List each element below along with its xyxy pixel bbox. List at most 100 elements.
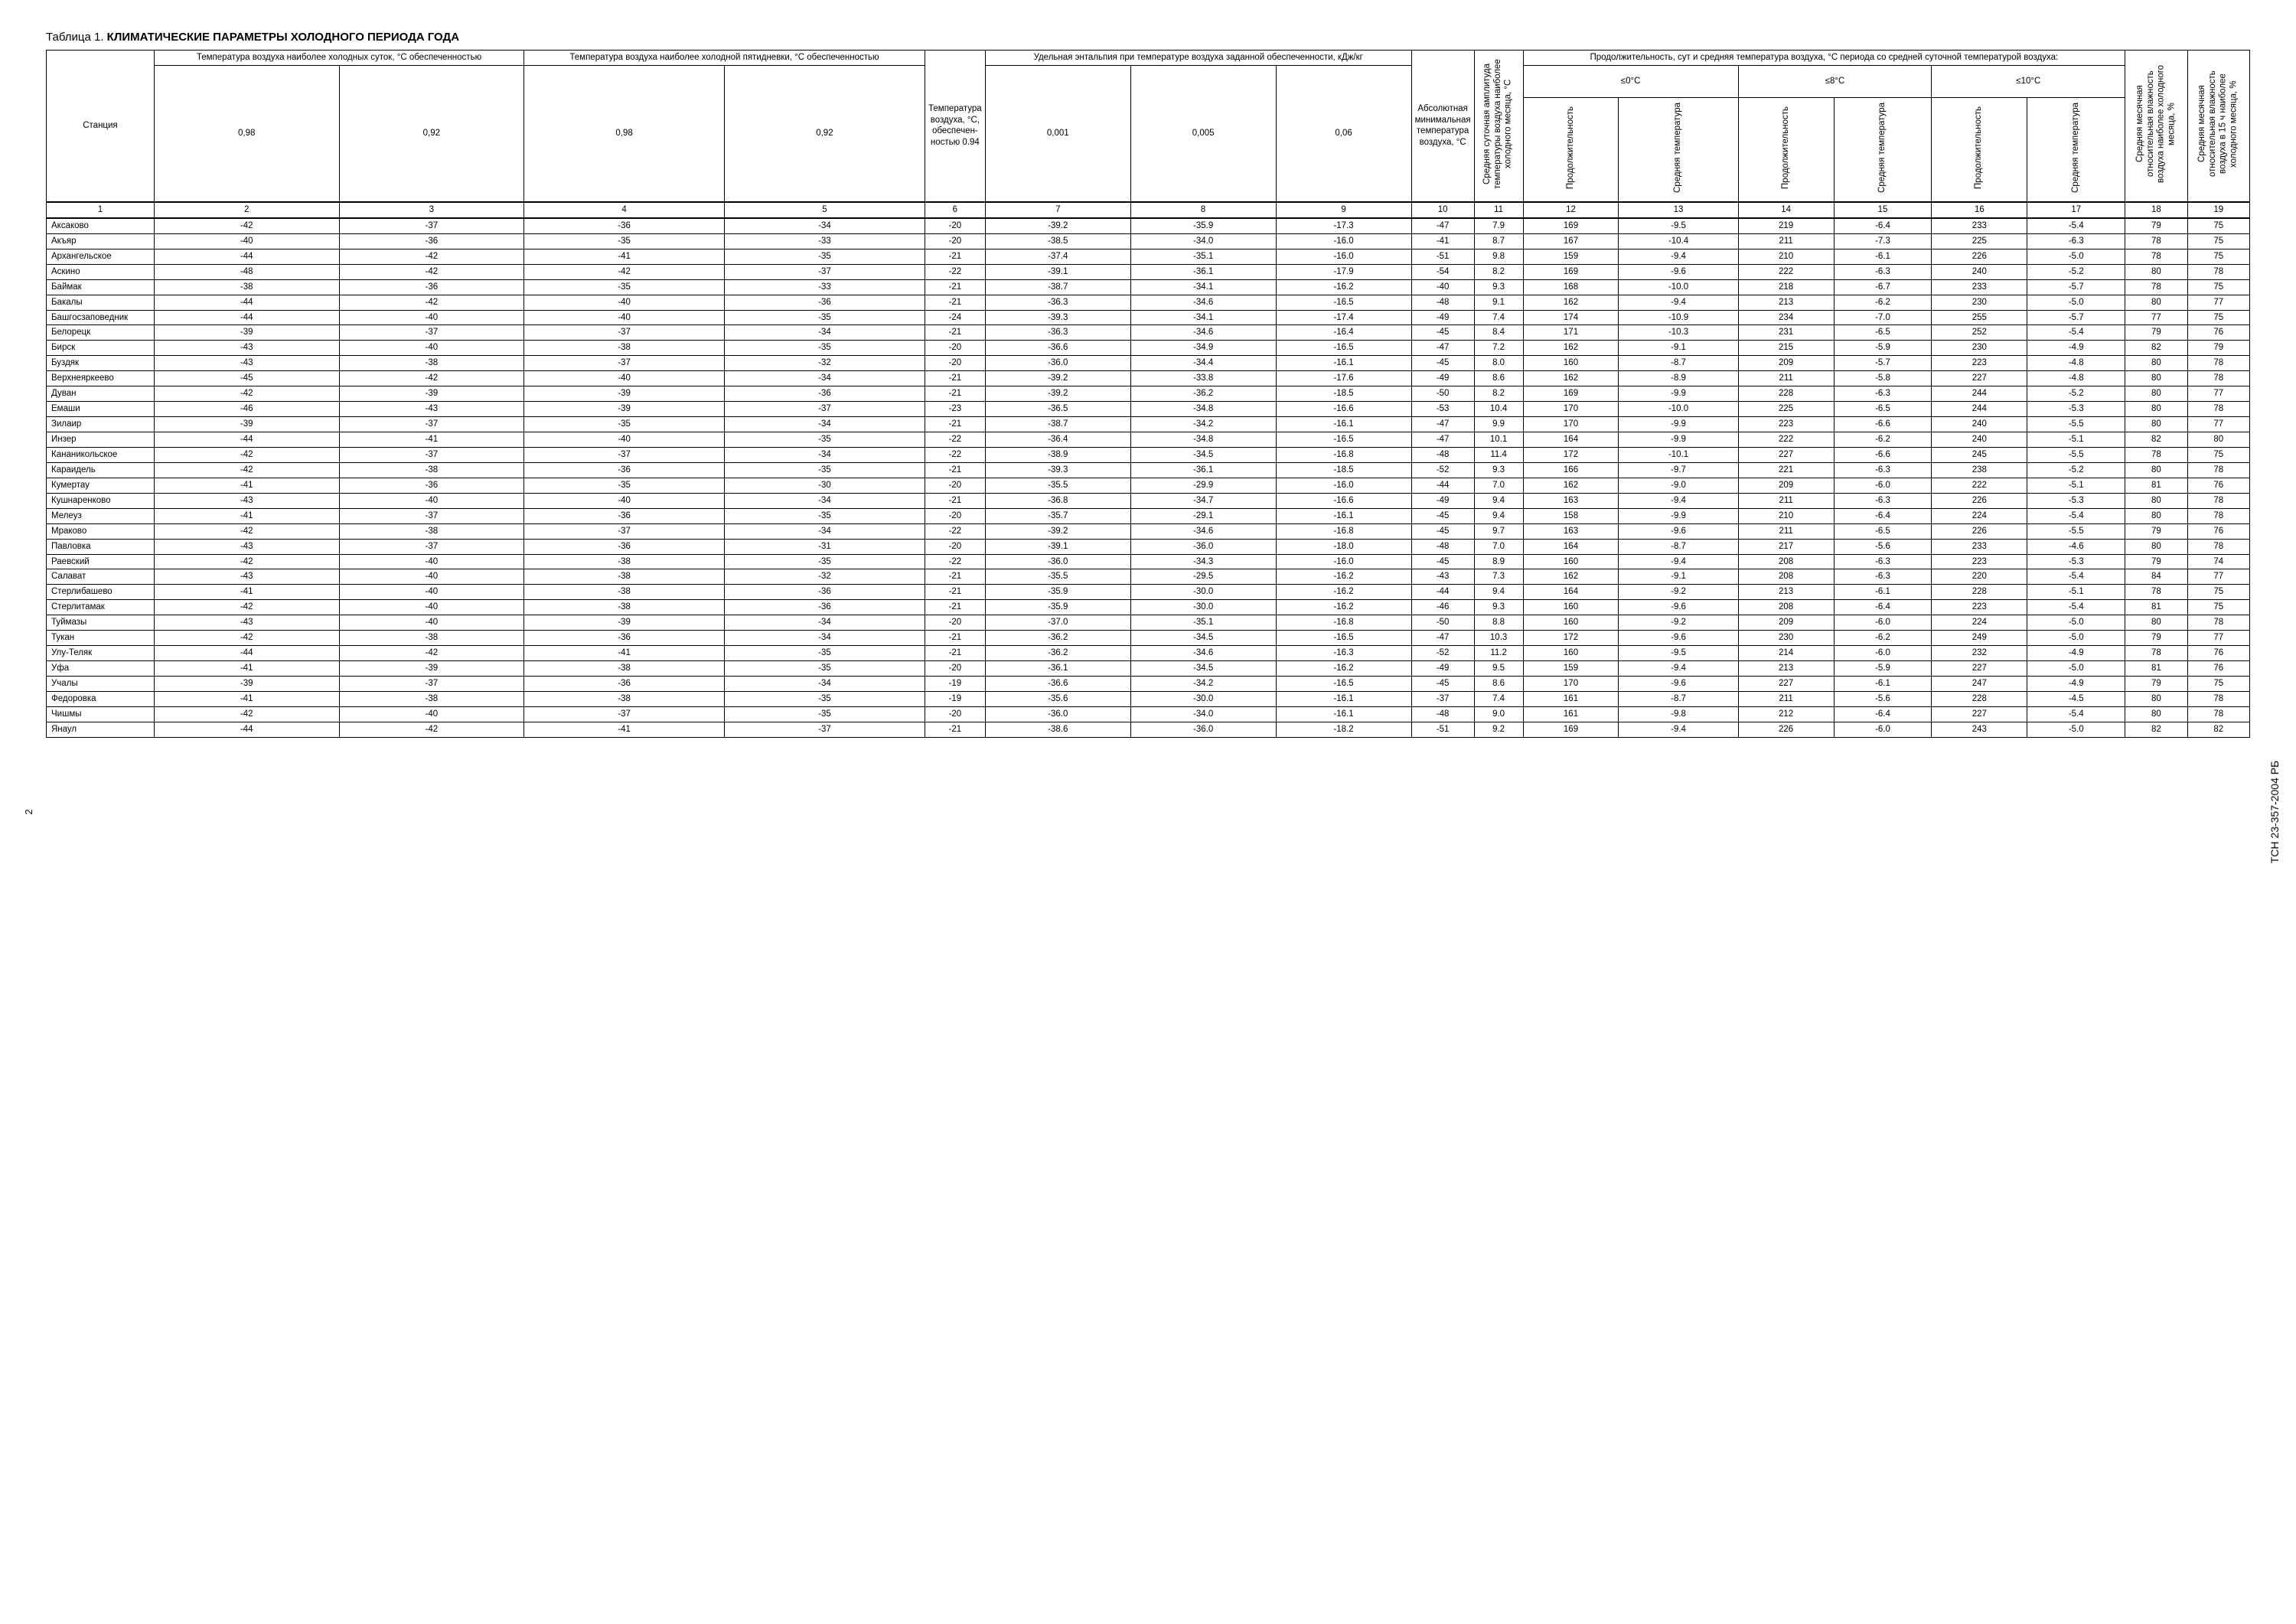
data-cell: -49 <box>1411 310 1474 325</box>
station-cell: Дуван <box>47 386 155 402</box>
data-cell: -50 <box>1411 615 1474 631</box>
data-cell: 160 <box>1523 554 1619 569</box>
table-row: Стерлибашево-41-40-38-36-21-35.9-30.0-16… <box>47 585 2250 600</box>
data-cell: 223 <box>1932 356 2027 371</box>
data-cell: -32 <box>725 569 925 585</box>
data-cell: 8.6 <box>1474 677 1523 692</box>
h-g9: Средняя месячная относительная влажность… <box>2187 51 2249 202</box>
data-cell: -16.8 <box>1276 523 1411 539</box>
data-cell: 76 <box>2187 661 2249 677</box>
data-cell: -48 <box>1411 706 1474 722</box>
data-cell: -34 <box>725 493 925 508</box>
data-cell: 164 <box>1523 539 1619 554</box>
data-cell: -5.6 <box>1834 539 1932 554</box>
data-cell: 79 <box>2125 631 2187 646</box>
h-r0: ≤0°С <box>1523 65 1738 97</box>
data-cell: 78 <box>2187 371 2249 386</box>
data-cell: -42 <box>154 706 339 722</box>
data-cell: -38 <box>154 279 339 295</box>
station-cell: Аскино <box>47 264 155 279</box>
data-cell: -43 <box>154 493 339 508</box>
data-cell: 222 <box>1738 432 1834 448</box>
data-cell: 80 <box>2125 508 2187 523</box>
table-row: Улу-Теляк-44-42-41-35-21-36.2-34.6-16.3-… <box>47 646 2250 661</box>
data-cell: -42 <box>154 218 339 233</box>
data-cell: 82 <box>2125 432 2187 448</box>
data-cell: -42 <box>154 386 339 402</box>
data-cell: 77 <box>2187 417 2249 432</box>
data-cell: -4.8 <box>2027 356 2125 371</box>
data-cell: -20 <box>925 218 985 233</box>
data-cell: 79 <box>2125 554 2187 569</box>
data-cell: -21 <box>925 386 985 402</box>
data-cell: -37 <box>1411 691 1474 706</box>
table-row: Архангельское-44-42-41-35-21-37.4-35.1-1… <box>47 249 2250 264</box>
data-cell: -8.7 <box>1619 356 1738 371</box>
data-cell: -40 <box>524 432 725 448</box>
data-cell: -10.0 <box>1619 279 1738 295</box>
data-cell: -5.7 <box>1834 356 1932 371</box>
data-cell: -44 <box>154 310 339 325</box>
data-cell: -35 <box>725 691 925 706</box>
data-cell: -34.0 <box>1130 233 1276 249</box>
data-cell: -37 <box>339 677 524 692</box>
table-row: Федоровка-41-38-38-35-19-35.6-30.0-16.1-… <box>47 691 2250 706</box>
data-cell: 243 <box>1932 722 2027 737</box>
data-cell: 211 <box>1738 523 1834 539</box>
data-cell: 10.3 <box>1474 631 1523 646</box>
data-cell: 245 <box>1932 447 2027 462</box>
table-row: Аксаково-42-37-36-34-20-39.2-35.9-17.3-4… <box>47 218 2250 233</box>
data-cell: 169 <box>1523 218 1619 233</box>
data-cell: -43 <box>154 539 339 554</box>
station-cell: Кушнаренково <box>47 493 155 508</box>
data-cell: -33.8 <box>1130 371 1276 386</box>
h-avg-8: Средняя температура <box>1834 98 1932 202</box>
data-cell: -36.0 <box>1130 722 1276 737</box>
data-cell: -36 <box>524 462 725 478</box>
data-cell: 78 <box>2125 646 2187 661</box>
data-cell: -20 <box>925 706 985 722</box>
data-cell: -35.5 <box>985 569 1130 585</box>
data-cell: 211 <box>1738 493 1834 508</box>
data-cell: -20 <box>925 508 985 523</box>
data-cell: -10.4 <box>1619 233 1738 249</box>
data-cell: -9.5 <box>1619 646 1738 661</box>
data-cell: 169 <box>1523 386 1619 402</box>
data-cell: 228 <box>1932 585 2027 600</box>
data-cell: -7.3 <box>1834 233 1932 249</box>
data-cell: -9.2 <box>1619 615 1738 631</box>
data-cell: -44 <box>154 722 339 737</box>
col-num: 1 <box>47 202 155 218</box>
data-cell: 80 <box>2125 539 2187 554</box>
data-cell: -36 <box>725 600 925 615</box>
data-cell: 79 <box>2125 218 2187 233</box>
data-cell: -17.4 <box>1276 310 1411 325</box>
data-cell: -5.0 <box>2027 249 2125 264</box>
data-cell: 75 <box>2187 249 2249 264</box>
data-cell: -37 <box>339 508 524 523</box>
data-cell: -29.1 <box>1130 508 1276 523</box>
table-row: Инзер-44-41-40-35-22-36.4-34.8-16.5-4710… <box>47 432 2250 448</box>
data-cell: 167 <box>1523 233 1619 249</box>
data-cell: -50 <box>1411 386 1474 402</box>
data-cell: -42 <box>339 722 524 737</box>
data-cell: -41 <box>524 722 725 737</box>
station-cell: Мраково <box>47 523 155 539</box>
data-cell: -6.2 <box>1834 432 1932 448</box>
data-cell: -36.6 <box>985 677 1130 692</box>
data-cell: -37 <box>524 356 725 371</box>
data-cell: -38 <box>339 462 524 478</box>
data-cell: -35 <box>725 706 925 722</box>
data-cell: -5.9 <box>1834 661 1932 677</box>
data-cell: -5.0 <box>2027 661 2125 677</box>
data-cell: 233 <box>1932 539 2027 554</box>
data-cell: -35 <box>524 279 725 295</box>
data-cell: -37 <box>524 706 725 722</box>
data-cell: 225 <box>1738 402 1834 417</box>
data-cell: -9.4 <box>1619 295 1738 310</box>
data-cell: 80 <box>2125 356 2187 371</box>
h-g7: Продолжительность, сут и средняя темпера… <box>1523 51 2125 66</box>
data-cell: -10.3 <box>1619 325 1738 341</box>
station-cell: Чишмы <box>47 706 155 722</box>
table-row: Мелеуз-41-37-36-35-20-35.7-29.1-16.1-459… <box>47 508 2250 523</box>
